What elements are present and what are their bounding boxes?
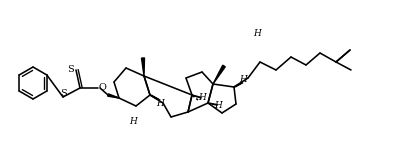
Polygon shape — [213, 65, 225, 84]
Text: O: O — [98, 82, 106, 92]
Text: S: S — [60, 89, 66, 98]
Polygon shape — [142, 58, 144, 76]
Text: H: H — [253, 29, 261, 38]
Text: H: H — [198, 92, 206, 102]
Polygon shape — [107, 94, 119, 98]
Text: H: H — [129, 117, 137, 126]
Text: H: H — [239, 74, 247, 83]
Text: H: H — [214, 101, 222, 110]
Text: H: H — [156, 99, 164, 107]
Text: S: S — [67, 65, 73, 74]
